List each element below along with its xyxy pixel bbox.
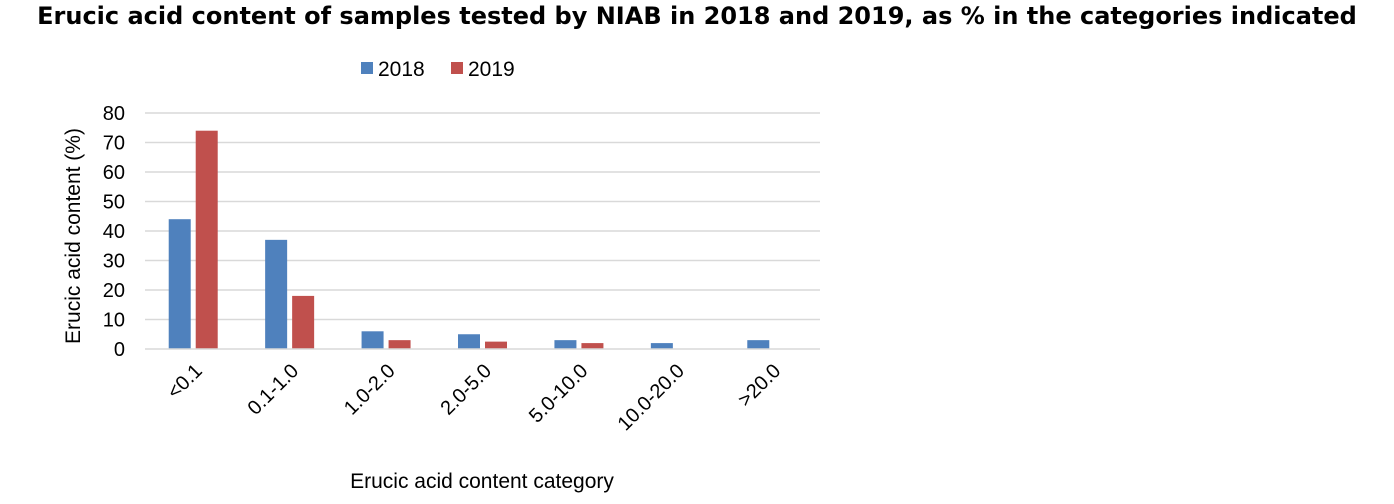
legend-label-2019: 2019 <box>468 58 515 81</box>
y-axis-title: Erucic acid content (%) <box>62 128 85 344</box>
legend: 2018 2019 <box>361 58 515 81</box>
legend-label-2018: 2018 <box>378 58 425 81</box>
x-tick-label: 0.1-1.0 <box>244 360 304 420</box>
y-tick-label: 20 <box>103 280 125 302</box>
bar-2018-3 <box>458 334 480 349</box>
x-tick-label: 2.0-5.0 <box>436 360 496 420</box>
bar-2019-4 <box>581 343 604 349</box>
bars <box>168 130 770 349</box>
bar-2018-5 <box>650 343 673 349</box>
x-axis-title: Erucic acid content category <box>350 470 614 493</box>
x-tick-label: >20.0 <box>734 360 785 411</box>
bar-2018-2 <box>361 331 384 349</box>
x-tick-label: 5.0-10.0 <box>525 360 592 427</box>
x-tick-label: 1.0-2.0 <box>340 360 400 420</box>
y-tick-label: 0 <box>114 339 125 361</box>
y-tick-label: 50 <box>103 192 125 214</box>
x-tick-label: <0.1 <box>163 360 206 403</box>
legend-swatch-2018 <box>361 62 373 74</box>
bar-2019-0 <box>195 130 218 349</box>
bar-2019-2 <box>388 340 411 349</box>
y-tick-label: 60 <box>103 162 125 184</box>
y-tick-label: 80 <box>103 103 125 125</box>
bar-2019-1 <box>292 295 315 349</box>
gridlines <box>145 112 820 321</box>
bar-2018-0 <box>168 219 191 349</box>
y-tick-label: 70 <box>103 133 125 155</box>
bar-2018-1 <box>265 239 288 349</box>
bar-2018-6 <box>747 340 770 349</box>
y-tick-label: 30 <box>103 251 125 273</box>
chart-title: Erucic acid content of samples tested by… <box>37 2 1357 30</box>
x-axis-ticks: <0.1 0.1-1.0 1.0-2.0 2.0-5.0 5.0-10.0 10.0-20… <box>163 360 785 435</box>
y-tick-label: 10 <box>103 310 125 332</box>
x-tick-label: 10.0-20.0 <box>614 360 689 435</box>
y-tick-label: 40 <box>103 221 125 243</box>
legend-swatch-2019 <box>451 62 463 74</box>
bar-2018-4 <box>554 340 577 349</box>
y-axis-ticks: 0 10 20 30 40 50 60 70 80 <box>103 103 125 361</box>
bar-2019-3 <box>485 341 507 349</box>
